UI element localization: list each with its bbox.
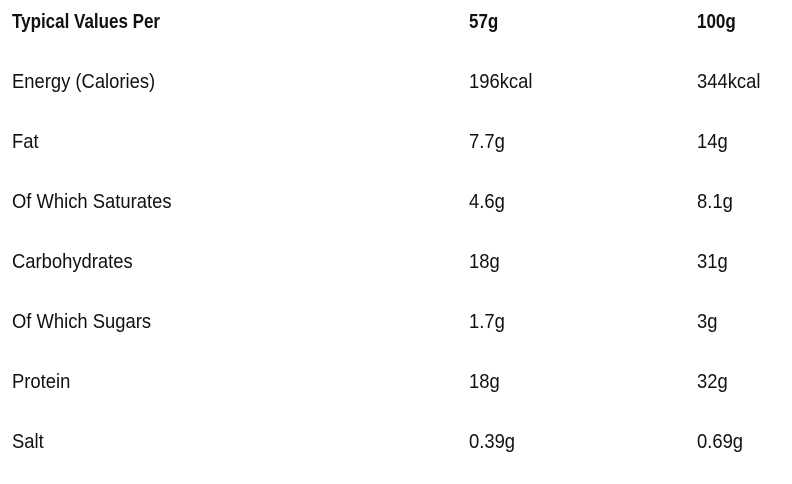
nutrient-name: Energy (Calories) bbox=[12, 71, 156, 93]
table-row: Fat 7.7g 14g bbox=[0, 127, 792, 157]
value-per-100g: 0.69g bbox=[697, 431, 744, 453]
value-per-100g: 8.1g bbox=[697, 191, 733, 213]
value-per-100g: 14g bbox=[697, 131, 728, 153]
table-row: Of Which Sugars 1.7g 3g bbox=[0, 307, 792, 337]
header-per-100g: 100g bbox=[697, 11, 736, 33]
value-per-serving: 196kcal bbox=[469, 71, 533, 93]
table-row: Of Which Saturates 4.6g 8.1g bbox=[0, 187, 792, 217]
value-per-100g: 31g bbox=[697, 251, 728, 273]
nutrient-name: Fat bbox=[12, 131, 39, 153]
table-row: Protein 18g 32g bbox=[0, 367, 792, 397]
value-per-serving: 18g bbox=[469, 371, 500, 393]
value-per-serving: 18g bbox=[469, 251, 500, 273]
nutrient-name: Carbohydrates bbox=[12, 251, 133, 273]
header-label: Typical Values Per bbox=[12, 11, 161, 33]
nutrient-name: Of Which Sugars bbox=[12, 311, 152, 333]
header-per-serving: 57g bbox=[469, 11, 499, 33]
value-per-serving: 7.7g bbox=[469, 131, 505, 153]
value-per-100g: 3g bbox=[697, 311, 718, 333]
value-per-serving: 0.39g bbox=[469, 431, 516, 453]
nutrient-name: Protein bbox=[12, 371, 71, 393]
table-row: Salt 0.39g 0.69g bbox=[0, 427, 792, 457]
value-per-serving: 1.7g bbox=[469, 311, 505, 333]
table-row: Carbohydrates 18g 31g bbox=[0, 247, 792, 277]
nutrient-name: Salt bbox=[12, 431, 44, 453]
table-row: Energy (Calories) 196kcal 344kcal bbox=[0, 67, 792, 97]
value-per-100g: 32g bbox=[697, 371, 728, 393]
table-header-row: Typical Values Per 57g 100g bbox=[0, 7, 792, 37]
value-per-100g: 344kcal bbox=[697, 71, 761, 93]
value-per-serving: 4.6g bbox=[469, 191, 505, 213]
nutrient-name: Of Which Saturates bbox=[12, 191, 172, 213]
